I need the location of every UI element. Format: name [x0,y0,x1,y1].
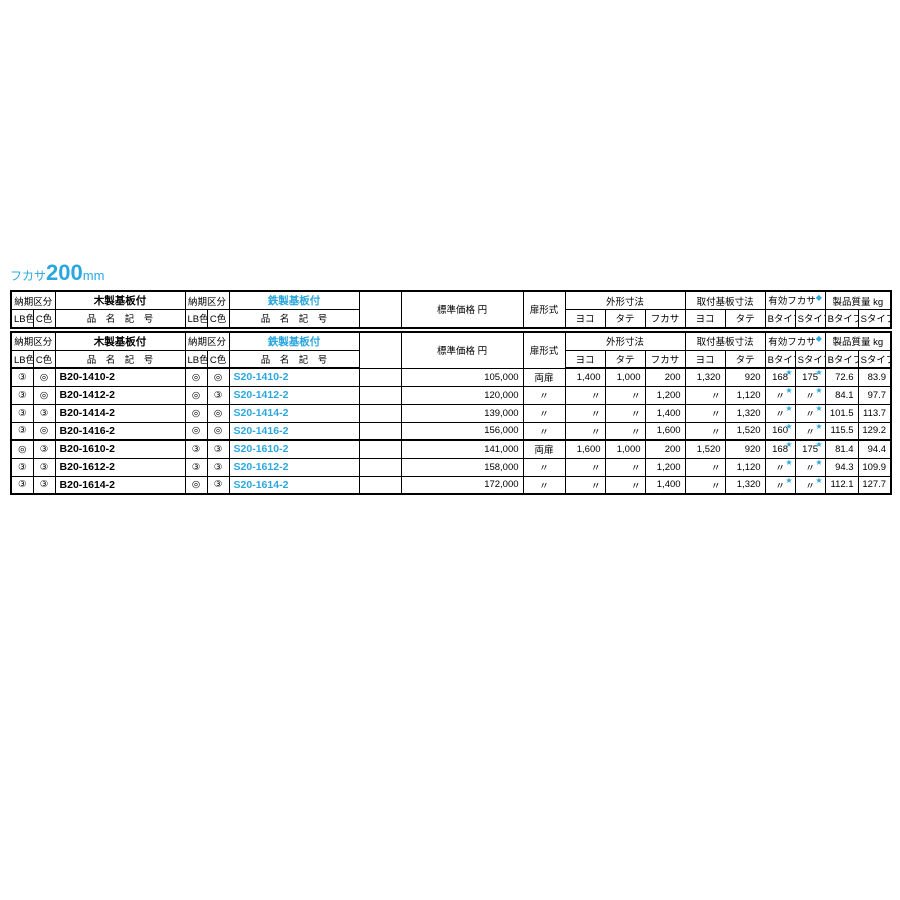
part-number-b: B20-1610-2 [55,440,185,458]
part-number-s: S20-1414-2 [229,404,359,422]
part-number-s: S20-1412-2 [229,386,359,404]
part-number-s: S20-1610-2 [229,440,359,458]
table-row: ③◎B20-1410-2◎◎S20-1410-2105,000両扉1,4001,… [11,368,891,386]
part-number-b: B20-1416-2 [55,422,185,440]
title-unit: mm [83,268,105,283]
title-prefix: フカサ [10,269,46,283]
part-number-s: S20-1612-2 [229,458,359,476]
title: フカサ200mm [10,260,890,286]
table-row: ◎③B20-1610-2③③S20-1610-2141,000両扉1,6001,… [11,440,891,458]
spec-table: 納期区分木製基板付納期区分鉄製基板付標準価格 円扉形式外形寸法取付基板寸法有効フ… [10,290,892,495]
table-row: ③◎B20-1412-2◎③S20-1412-2120,000〃〃〃1,200〃… [11,386,891,404]
part-number-b: B20-1410-2 [55,368,185,386]
part-number-s: S20-1416-2 [229,422,359,440]
title-value: 200 [46,260,83,285]
table-row: ③③B20-1614-2◎③S20-1614-2172,000〃〃〃1,400〃… [11,476,891,494]
part-number-b: B20-1414-2 [55,404,185,422]
part-number-b: B20-1412-2 [55,386,185,404]
part-number-b: B20-1612-2 [55,458,185,476]
part-number-s: S20-1614-2 [229,476,359,494]
part-number-s: S20-1410-2 [229,368,359,386]
part-number-b: B20-1614-2 [55,476,185,494]
table-row: ③③B20-1414-2◎◎S20-1414-2139,000〃〃〃1,400〃… [11,404,891,422]
table-row: ③③B20-1612-2③③S20-1612-2158,000〃〃〃1,200〃… [11,458,891,476]
table-row: ③◎B20-1416-2◎◎S20-1416-2156,000〃〃〃1,600〃… [11,422,891,440]
